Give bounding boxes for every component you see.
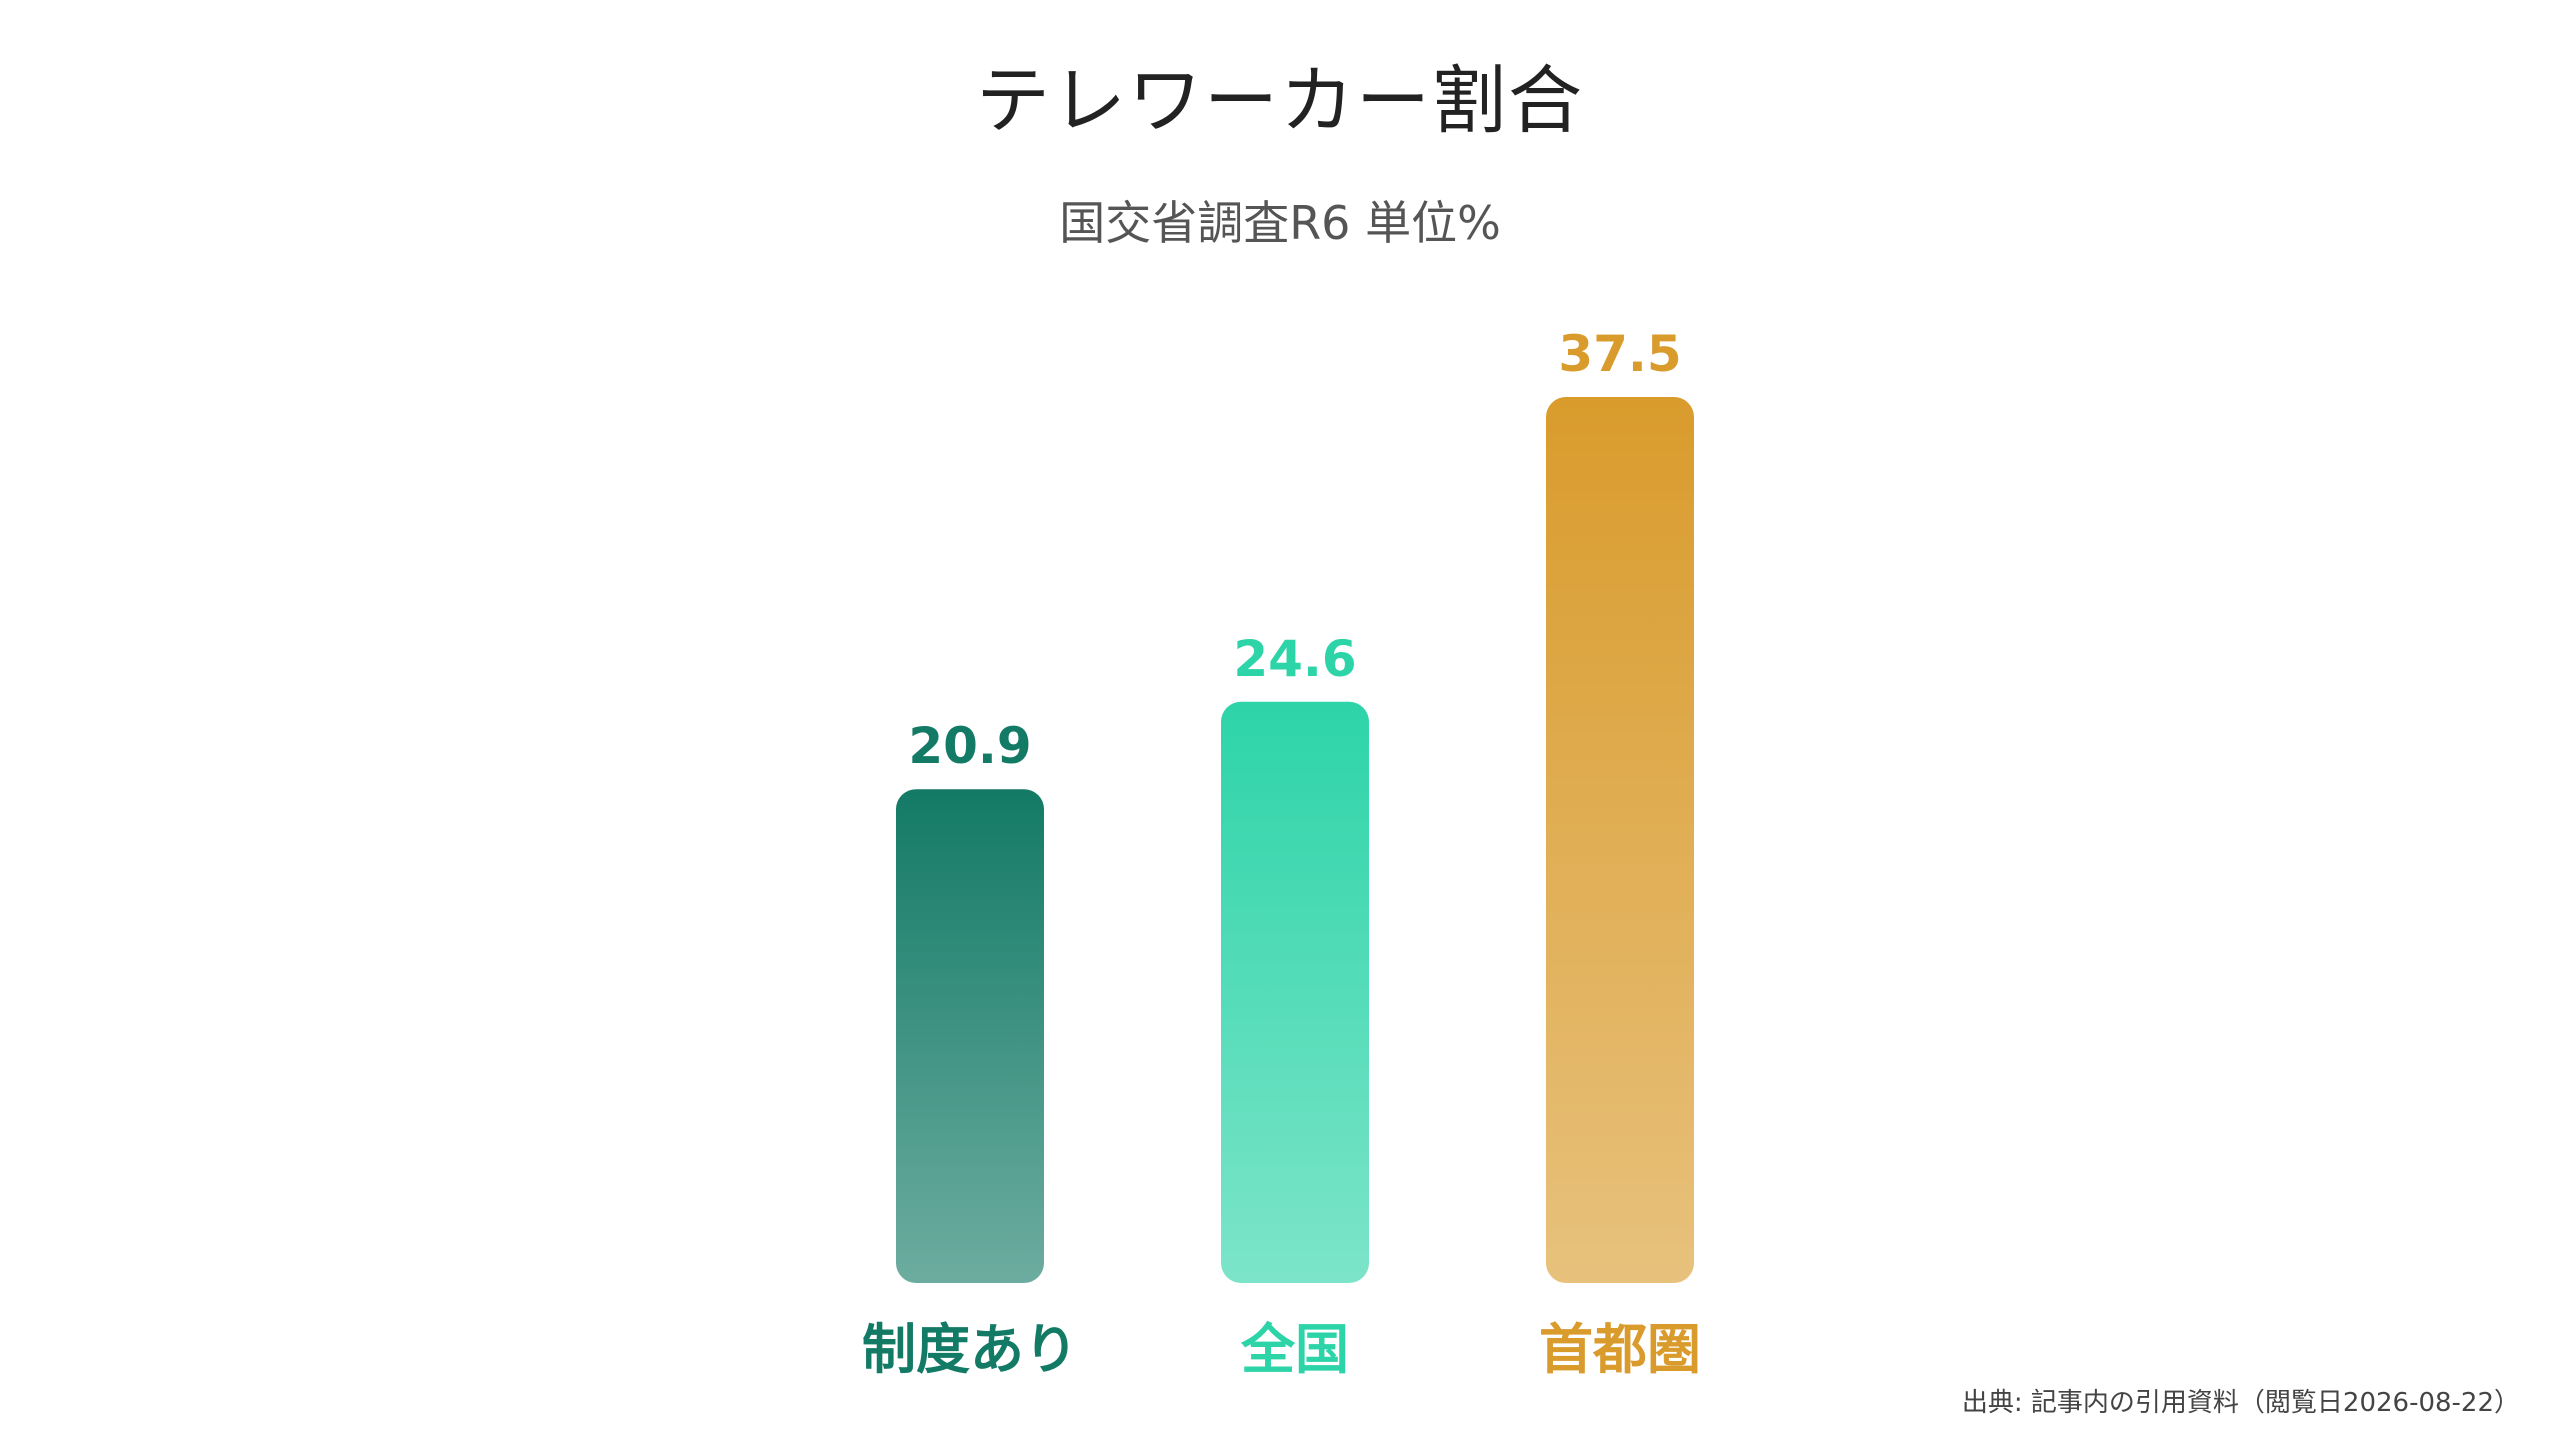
chart-subtitle: 国交省調査R6 単位% bbox=[1059, 196, 1501, 250]
bar-1 bbox=[896, 789, 1044, 1283]
category-label-1: 制度あり bbox=[862, 1318, 1078, 1381]
category-label-2: 全国 bbox=[1240, 1318, 1349, 1381]
value-label-1: 20.9 bbox=[908, 717, 1031, 775]
bar-3 bbox=[1546, 397, 1694, 1283]
chart-title: テレワーカー割合 bbox=[976, 58, 1584, 144]
value-label-2: 24.6 bbox=[1233, 630, 1356, 688]
category-label-3: 首都圏 bbox=[1539, 1318, 1701, 1381]
value-label-3: 37.5 bbox=[1558, 325, 1681, 383]
source-note: 出典: 記事内の引用資料（閲覧日2026-08-22） bbox=[1961, 1388, 2520, 1418]
bar-2 bbox=[1221, 701, 1369, 1283]
